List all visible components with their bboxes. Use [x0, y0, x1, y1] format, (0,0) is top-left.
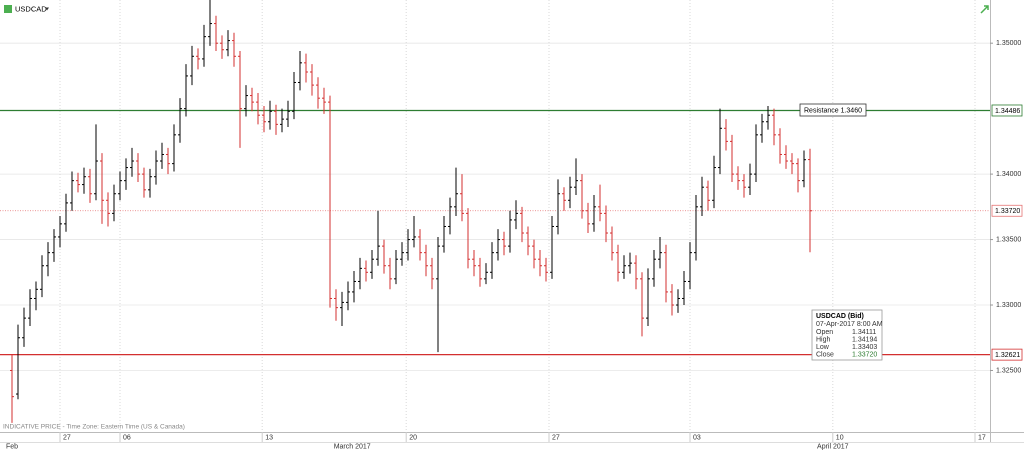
x-tick-label: 20 — [409, 434, 417, 441]
tooltip-value: 1.34111 — [852, 329, 876, 336]
trend-icon[interactable] — [980, 5, 989, 14]
x-tick-label: 13 — [265, 434, 273, 441]
annotation-box — [799, 103, 867, 117]
tooltip-label: High — [816, 336, 831, 343]
month-label: Feb — [6, 443, 18, 450]
y-tick-label: 1.34000 — [996, 171, 1021, 178]
level-label-box — [991, 104, 1023, 117]
tooltip-value: 1.33403 — [852, 344, 877, 351]
level-label-box — [991, 348, 1023, 361]
tooltip-label: Open — [816, 329, 833, 336]
level-label-box — [991, 204, 1023, 217]
y-tick-label: 1.33500 — [996, 236, 1021, 243]
level-label: 1.32621 — [995, 352, 1020, 359]
y-tick-label: 1.35000 — [996, 40, 1021, 47]
month-label: April 2017 — [817, 443, 849, 450]
x-tick-label: 27 — [63, 434, 71, 441]
x-tick-label: 17 — [978, 434, 986, 441]
y-tick-label: 1.32500 — [996, 367, 1021, 374]
bars — [10, 0, 812, 423]
tooltip-label: Close — [816, 351, 834, 358]
footnote: INDICATIVE PRICE - Time Zone: Eastern Ti… — [3, 424, 185, 431]
x-tick-label: 27 — [552, 434, 560, 441]
symbol-icon[interactable] — [4, 5, 12, 13]
x-tick-label: 03 — [693, 434, 701, 441]
tooltip-box — [811, 309, 883, 361]
tooltip-label: Low — [816, 344, 830, 351]
annotation: Resistance 1.3460 — [799, 103, 867, 117]
tooltip-time: 07-Apr-2017 8:00 AM — [816, 321, 883, 328]
x-tick-label: 06 — [123, 434, 131, 441]
y-tick-label: 1.33000 — [996, 302, 1021, 309]
tooltip-title: USDCAD (Bid) — [816, 313, 864, 320]
tooltip-value: 1.34194 — [852, 336, 877, 343]
axes: 1.32500 1.33000 1.33500 1.34000 1.35000 27 06 1… — [6, 40, 1023, 450]
level-label: 1.34486 — [995, 108, 1020, 115]
tooltip-value: 1.33720 — [852, 351, 877, 358]
level-label: 1.33720 — [995, 208, 1020, 215]
annotation-text: Resistance 1.3460 — [804, 107, 862, 114]
symbol-dropdown[interactable] — [45, 7, 49, 11]
x-tick-label: 10 — [836, 434, 844, 441]
tooltip: USDCAD (Bid) 07-Apr-2017 8:00 AM Open 1.3… — [811, 309, 883, 361]
month-label: March 2017 — [334, 443, 371, 450]
symbol[interactable]: USDCAD — [15, 4, 47, 13]
